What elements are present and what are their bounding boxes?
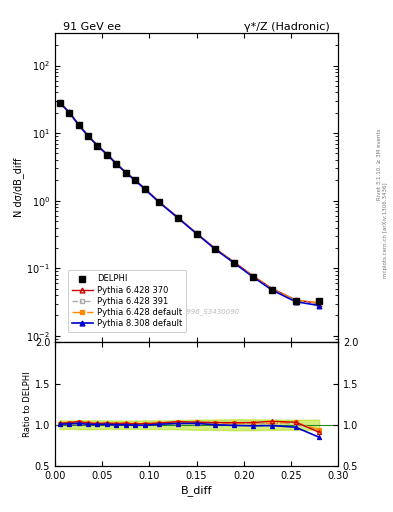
Legend: DELPHI, Pythia 6.428 370, Pythia 6.428 391, Pythia 6.428 default, Pythia 8.308 d: DELPHI, Pythia 6.428 370, Pythia 6.428 3…	[68, 270, 186, 332]
X-axis label: B_diff: B_diff	[181, 485, 212, 496]
Text: γ*/Z (Hadronic): γ*/Z (Hadronic)	[244, 22, 330, 32]
Text: DELPHI_1996_S3430090: DELPHI_1996_S3430090	[153, 308, 240, 315]
Y-axis label: Ratio to DELPHI: Ratio to DELPHI	[23, 371, 32, 437]
Text: Rivet 3.1.10, ≥ 3M events: Rivet 3.1.10, ≥ 3M events	[377, 128, 382, 200]
Y-axis label: N dσ/dB_diff: N dσ/dB_diff	[13, 158, 24, 218]
Text: mcplots.cern.ch [arXiv:1306.3436]: mcplots.cern.ch [arXiv:1306.3436]	[384, 183, 388, 278]
Text: 91 GeV ee: 91 GeV ee	[63, 22, 121, 32]
